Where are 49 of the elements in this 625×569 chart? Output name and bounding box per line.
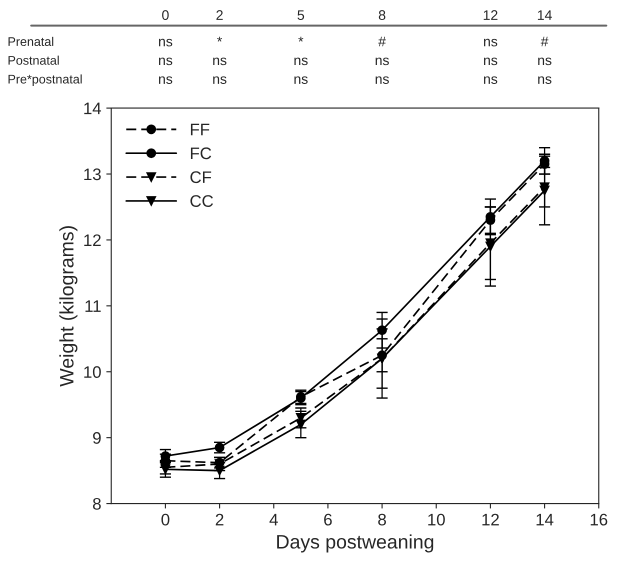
text: Pre*postnatal xyxy=(8,74,82,86)
x-tick-label: 12 xyxy=(482,514,499,526)
y-tick-label: 8 xyxy=(92,498,101,510)
legend-label: FC xyxy=(190,147,212,160)
legend-label: CF xyxy=(190,171,212,184)
legend-label: CC xyxy=(190,195,214,207)
x-axis-title: Days postweaning xyxy=(277,534,434,553)
text: Postnatal xyxy=(8,56,59,65)
text: ns xyxy=(376,58,389,66)
y-tick-label: 13 xyxy=(84,168,101,180)
text: 14 xyxy=(538,10,552,20)
y-tick-label: 11 xyxy=(85,300,101,312)
text: ns xyxy=(538,76,552,84)
x-tick-label: 8 xyxy=(378,514,386,526)
text: # xyxy=(378,36,386,46)
text: ns xyxy=(376,76,389,84)
text: * xyxy=(217,36,222,42)
text: ns xyxy=(159,76,172,84)
text: 0 xyxy=(162,10,169,20)
text: ns xyxy=(484,38,498,46)
x-tick-label: 16 xyxy=(590,514,608,526)
legend-label: FF xyxy=(190,124,210,136)
text: Prenatal xyxy=(8,36,54,46)
text: 12 xyxy=(484,10,498,20)
text: # xyxy=(540,36,548,46)
x-tick-label: 2 xyxy=(216,514,224,526)
x-tick-label: 4 xyxy=(270,514,278,526)
x-tick-label: 10 xyxy=(428,514,445,526)
y-tick-label: 12 xyxy=(84,234,101,246)
text: ns xyxy=(538,58,552,66)
x-tick-label: 6 xyxy=(324,514,332,526)
text: * xyxy=(298,36,304,42)
text: 8 xyxy=(378,10,386,20)
y-tick-label: 10 xyxy=(84,366,101,378)
text: 5 xyxy=(298,10,304,20)
text: ns xyxy=(294,58,308,66)
text: ns xyxy=(159,58,172,66)
text: 2 xyxy=(216,10,223,20)
text: ns xyxy=(484,58,498,66)
text: ns xyxy=(294,76,308,84)
y-axis-title: Weight (kilograms) xyxy=(59,226,78,387)
y-tick-label: 9 xyxy=(93,432,101,444)
text: ns xyxy=(213,58,226,66)
y-tick-label: 14 xyxy=(84,102,102,114)
text: ns xyxy=(213,76,226,84)
text: ns xyxy=(159,38,172,46)
x-tick-label: 14 xyxy=(536,514,554,526)
x-tick-label: 0 xyxy=(161,514,170,526)
text: ns xyxy=(484,76,498,84)
